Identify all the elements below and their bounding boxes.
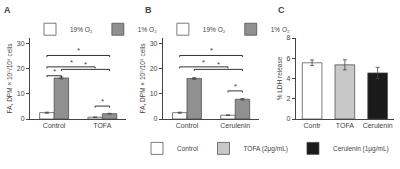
svg-text:C: C xyxy=(278,5,285,15)
svg-text:20: 20 xyxy=(150,65,158,72)
svg-text:0: 0 xyxy=(286,115,290,122)
svg-text:A: A xyxy=(4,5,11,15)
svg-text:Cerulenin: Cerulenin xyxy=(363,122,393,129)
svg-text:1% O₂: 1% O₂ xyxy=(271,26,290,33)
svg-text:0: 0 xyxy=(21,115,25,122)
svg-text:10: 10 xyxy=(150,90,158,97)
svg-text:*: * xyxy=(101,97,104,106)
svg-text:*: * xyxy=(210,46,213,55)
svg-text:*: * xyxy=(202,58,205,67)
svg-text:TOFA: TOFA xyxy=(93,122,111,129)
svg-text:8: 8 xyxy=(286,34,290,41)
svg-text:10: 10 xyxy=(17,90,25,97)
svg-text:30: 30 xyxy=(17,40,25,47)
svg-text:*: * xyxy=(77,46,80,55)
svg-text:4: 4 xyxy=(286,75,290,82)
svg-text:Control: Control xyxy=(43,122,66,129)
svg-text:*: * xyxy=(53,67,56,76)
svg-text:30: 30 xyxy=(150,40,158,47)
svg-text:Control: Control xyxy=(176,122,199,129)
svg-text:Contr: Contr xyxy=(304,122,322,129)
svg-text:19% O₂: 19% O₂ xyxy=(70,26,93,33)
svg-text:1% O₂: 1% O₂ xyxy=(138,26,157,33)
svg-text:6: 6 xyxy=(286,55,290,62)
svg-text:Cerulenin: Cerulenin xyxy=(220,122,250,129)
svg-text:Control: Control xyxy=(177,145,199,152)
svg-text:19% O₂: 19% O₂ xyxy=(203,26,226,33)
svg-text:2: 2 xyxy=(286,95,290,102)
svg-text:*: * xyxy=(234,82,237,91)
svg-text:*: * xyxy=(84,60,87,69)
svg-text:Cerulenin (1μg/mL): Cerulenin (1μg/mL) xyxy=(333,145,389,153)
svg-text:*: * xyxy=(217,60,220,69)
svg-text:20: 20 xyxy=(17,65,25,72)
svg-text:TOFA: TOFA xyxy=(336,122,354,129)
svg-text:TOFA (2μg/mL): TOFA (2μg/mL) xyxy=(244,145,288,153)
svg-text:*: * xyxy=(70,58,73,67)
svg-text:FA, DPM × 10⁵/10⁶ cells: FA, DPM × 10⁵/10⁶ cells xyxy=(6,43,13,114)
svg-text:0: 0 xyxy=(154,115,158,122)
svg-text:% LDH release: % LDH release xyxy=(276,56,283,100)
svg-text:FA, DPM × 10⁵/10⁶ cells: FA, DPM × 10⁵/10⁶ cells xyxy=(139,43,146,114)
svg-text:B: B xyxy=(145,5,152,15)
